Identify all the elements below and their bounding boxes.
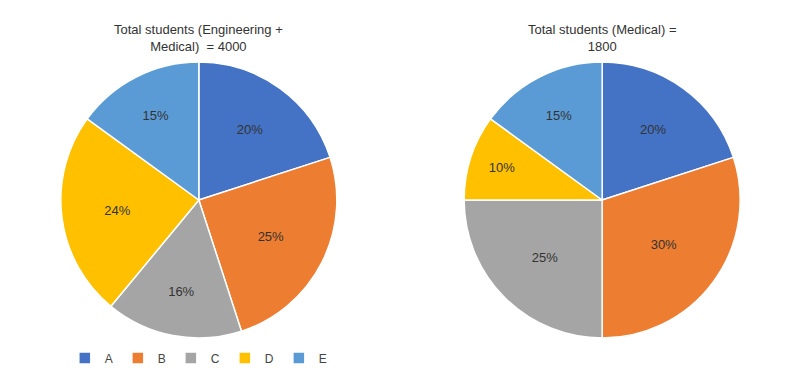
svg-text:25%: 25% — [532, 250, 558, 265]
svg-text:16%: 16% — [168, 284, 194, 299]
svg-text:25%: 25% — [258, 229, 284, 244]
svg-text:E: E — [319, 352, 327, 366]
svg-text:A: A — [105, 352, 113, 366]
svg-text:15%: 15% — [143, 108, 169, 123]
svg-text:Total students (Engineering +M: Total students (Engineering +Medical) = … — [114, 22, 283, 54]
svg-text:C: C — [211, 352, 220, 366]
svg-text:20%: 20% — [237, 122, 263, 137]
svg-text:24%: 24% — [104, 203, 130, 218]
svg-text:Total students (Medical) =1800: Total students (Medical) =1800 — [528, 22, 676, 54]
svg-text:20%: 20% — [640, 122, 666, 137]
svg-text:D: D — [265, 352, 274, 366]
svg-text:10%: 10% — [489, 160, 515, 175]
svg-text:B: B — [158, 352, 166, 366]
svg-text:30%: 30% — [651, 237, 677, 252]
svg-text:15%: 15% — [546, 108, 572, 123]
